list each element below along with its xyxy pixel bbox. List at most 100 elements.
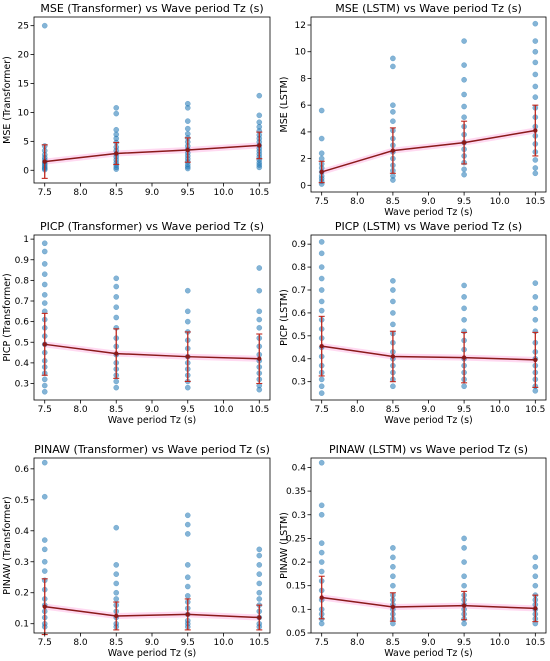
- data-point: [461, 316, 467, 323]
- x-tick-label: 7.5: [315, 405, 329, 415]
- data-point: [256, 546, 263, 553]
- data-point: [390, 383, 396, 390]
- mean-marker: [185, 354, 190, 359]
- y-tick-label: 0.5: [292, 332, 306, 342]
- confidence-band: [321, 594, 536, 612]
- x-tick-label: 10.5: [249, 188, 269, 198]
- data-point: [532, 83, 539, 90]
- data-point: [318, 620, 325, 627]
- data-point: [256, 112, 263, 119]
- plot-frame: [33, 234, 271, 401]
- mean-marker: [257, 143, 262, 148]
- data-point: [532, 170, 539, 177]
- x-tick-label: 8.5: [386, 197, 400, 207]
- data-point: [532, 554, 539, 561]
- x-tick-label: 10.0: [490, 405, 510, 415]
- x-tick-label: 9.5: [457, 638, 471, 648]
- data-point: [113, 126, 120, 133]
- data-point: [256, 164, 263, 171]
- data-point: [113, 571, 120, 577]
- mean-line: [44, 343, 260, 360]
- x-tick-label: 8.0: [73, 188, 88, 198]
- mean-line: [321, 129, 536, 173]
- y-tick-label: 2: [300, 155, 306, 165]
- y-tick-label: 0.8: [292, 263, 307, 273]
- data-point: [113, 166, 120, 172]
- confidence-band: [44, 142, 260, 165]
- y-axis-label: MSE (Transformer): [2, 56, 13, 144]
- data-point: [461, 38, 467, 44]
- plot-frame: [33, 457, 271, 634]
- chart-panel: MSE (LSTM) vs Wave period Tz (s) Wave per…: [279, 2, 547, 218]
- data-point: [256, 596, 263, 602]
- data-point: [390, 545, 396, 551]
- data-point: [41, 568, 48, 574]
- data-point: [318, 459, 325, 466]
- y-tick-label: 0.3: [15, 380, 29, 390]
- x-tick-label: 10.0: [490, 197, 510, 207]
- y-tick-label: 0.15: [286, 582, 306, 592]
- data-point: [318, 307, 325, 314]
- data-point: [113, 294, 120, 300]
- data-point: [318, 250, 325, 257]
- x-tick-label: 9.0: [145, 638, 160, 648]
- x-tick-label: 10.0: [213, 188, 233, 198]
- y-tick-label: 0.2: [292, 558, 306, 568]
- y-axis-label: PICP (LSTM): [279, 289, 290, 346]
- chart-title: PICP (LSTM) vs Wave period Tz (s): [335, 220, 522, 233]
- mean-marker: [390, 604, 396, 610]
- mean-marker: [533, 606, 538, 611]
- data-point: [318, 511, 325, 518]
- data-point: [41, 376, 48, 383]
- y-tick-label: 0: [300, 181, 306, 191]
- x-tick-label: 10.5: [525, 197, 545, 207]
- chart-panel: PICP (Transformer) vs Wave period Tz (s)…: [2, 220, 271, 426]
- data-point: [113, 314, 120, 321]
- data-point: [318, 275, 325, 282]
- x-tick-label: 10.0: [213, 638, 233, 648]
- data-point: [184, 562, 191, 568]
- x-axis-label: Wave period Tz (s): [384, 648, 473, 659]
- data-point: [532, 20, 539, 27]
- y-axis-label: PICP (Transformer): [2, 273, 13, 361]
- x-tick-label: 7.5: [38, 638, 52, 648]
- data-point: [184, 512, 191, 519]
- data-point: [390, 102, 396, 108]
- data-point: [184, 308, 191, 315]
- mean-line: [321, 345, 536, 361]
- data-point: [390, 298, 396, 305]
- mean-marker: [319, 343, 324, 349]
- y-tick-label: 0.3: [292, 378, 306, 388]
- x-tick-label: 10.5: [525, 638, 545, 648]
- data-point: [41, 459, 48, 466]
- mean-marker: [319, 595, 324, 600]
- data-point: [390, 582, 396, 589]
- y-tick-label: 0.4: [15, 359, 30, 369]
- mean-marker: [390, 354, 396, 359]
- data-point: [318, 502, 325, 509]
- data-point: [256, 316, 263, 323]
- y-tick-label: 0: [23, 166, 29, 176]
- data-point: [461, 166, 467, 173]
- data-point: [256, 589, 263, 596]
- mean-line: [44, 605, 260, 619]
- y-tick-label: 0.05: [286, 629, 306, 639]
- data-point: [41, 558, 48, 565]
- x-tick-label: 7.5: [315, 197, 329, 207]
- data-point: [390, 321, 396, 328]
- data-point: [318, 559, 325, 565]
- data-point: [532, 59, 539, 66]
- mean-marker: [461, 140, 467, 145]
- data-point: [390, 63, 396, 70]
- data-point: [532, 563, 539, 570]
- data-point: [532, 305, 539, 312]
- confidence-band: [44, 341, 260, 362]
- x-axis-label: Wave period Tz (s): [384, 207, 473, 218]
- y-axis-label: MSE (LSTM): [279, 77, 290, 133]
- data-point: [461, 171, 467, 178]
- data-point: [461, 383, 467, 390]
- data-point: [41, 300, 48, 306]
- data-point: [184, 574, 191, 581]
- data-point: [41, 281, 48, 288]
- mean-marker: [257, 356, 262, 361]
